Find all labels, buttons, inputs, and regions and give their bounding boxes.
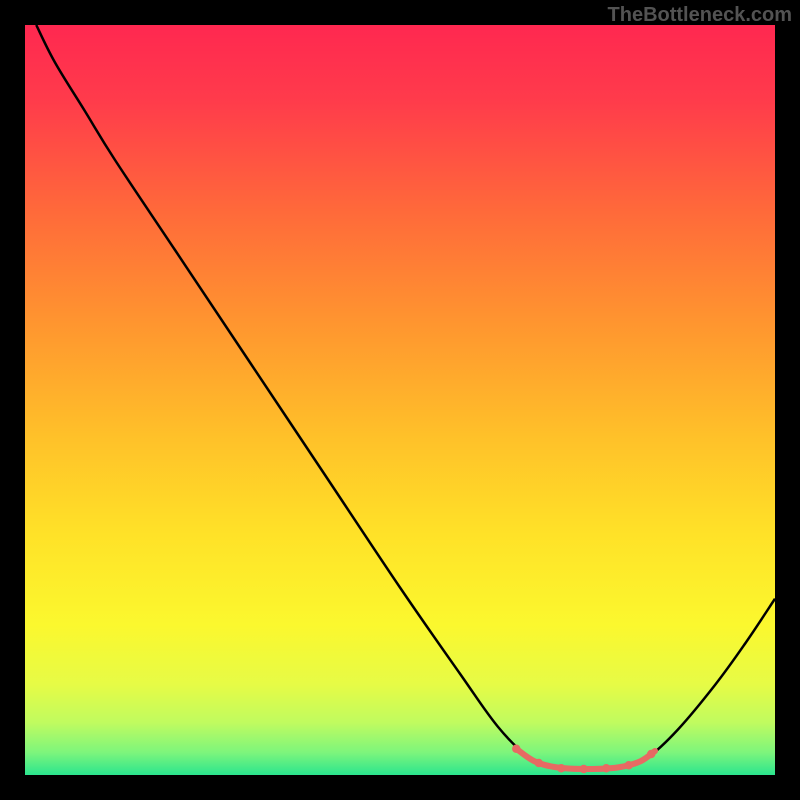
watermark-text: TheBottleneck.com — [608, 4, 792, 27]
chart-plot-area — [25, 25, 775, 775]
marker-point — [512, 745, 520, 753]
marker-point — [535, 759, 543, 767]
marker-point — [647, 750, 655, 758]
marker-point — [580, 765, 588, 773]
marker-point — [557, 764, 565, 772]
chart-svg — [25, 25, 775, 775]
marker-point — [602, 764, 610, 772]
chart-background — [25, 25, 775, 775]
marker-point — [625, 761, 633, 769]
